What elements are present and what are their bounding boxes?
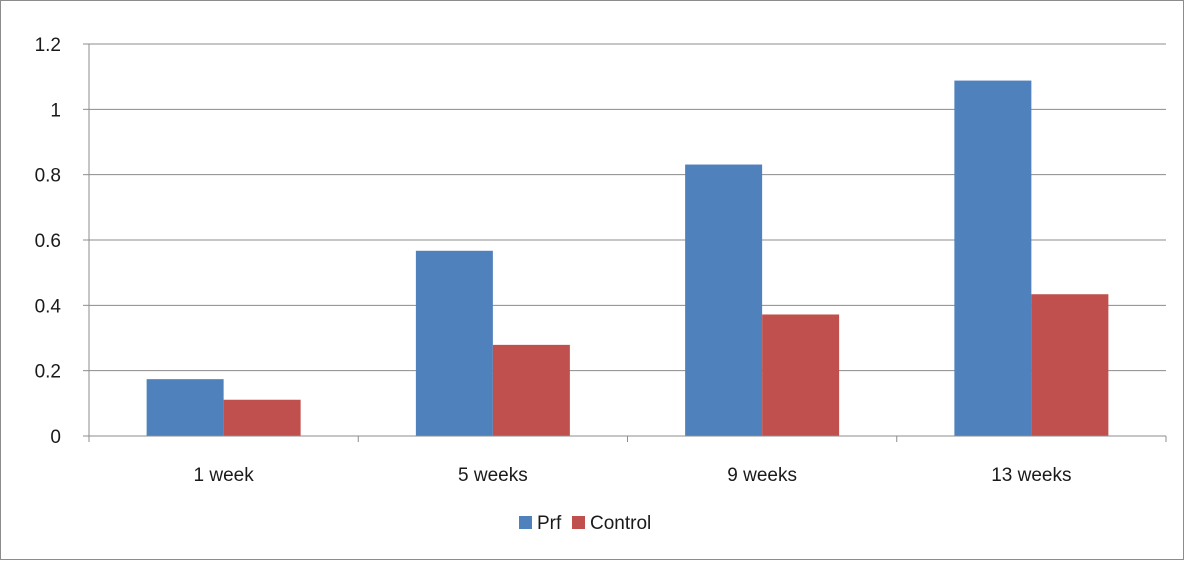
bar-prf-4: [954, 80, 1032, 436]
y-tick-label: 0.2: [35, 362, 61, 383]
bar-prf-1: [146, 379, 224, 436]
bar-prf-2: [415, 250, 493, 436]
y-tick-label: 0.6: [35, 231, 61, 252]
bar-control-4: [1031, 294, 1109, 436]
y-tick-label: 0: [50, 427, 61, 448]
x-tick-label: 9 weeks: [727, 465, 797, 486]
bar-control-3: [762, 314, 840, 436]
legend-swatch-control: [572, 516, 585, 529]
legend: Prf Control: [519, 513, 651, 534]
y-tick-labels: 0 0.2 0.4 0.6 0.8 1 1.2: [35, 35, 62, 448]
legend-label-prf: Prf: [537, 513, 562, 534]
x-tick-label: 13 weeks: [991, 465, 1071, 486]
bars: [146, 80, 1109, 437]
bar-prf-3: [685, 164, 763, 437]
y-tick-label: 0.8: [35, 166, 61, 187]
y-tick-label: 1: [50, 100, 61, 121]
bar-control-1: [223, 399, 301, 436]
bar-control-2: [492, 344, 570, 436]
x-tick-label: 5 weeks: [458, 465, 528, 486]
x-tick-labels: 1 week 5 weeks 9 weeks 13 weeks: [194, 465, 1072, 486]
axes: [83, 43, 1167, 442]
legend-swatch-prf: [519, 516, 532, 529]
x-tick-label: 1 week: [194, 465, 255, 486]
legend-label-control: Control: [590, 513, 651, 534]
y-tick-label: 0.4: [35, 296, 62, 317]
y-tick-label: 1.2: [35, 35, 61, 56]
